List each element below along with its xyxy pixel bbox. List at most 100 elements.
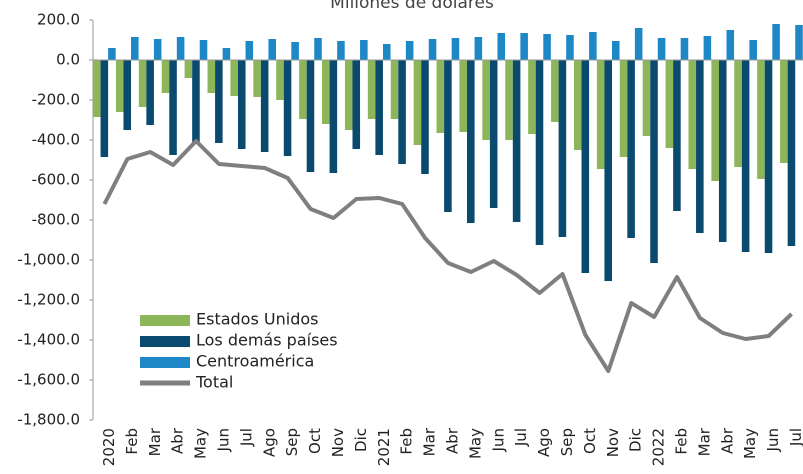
legend-label: Centroamérica — [196, 352, 314, 371]
bar — [382, 44, 391, 60]
bar — [398, 60, 406, 164]
x-tick-label: Abr — [444, 427, 462, 454]
bar — [749, 40, 757, 60]
x-tick-label: May — [741, 428, 759, 459]
line — [102, 139, 793, 373]
x-tick-label: 2021 — [375, 428, 393, 466]
y-tick-label: -1,000.0 — [17, 251, 80, 269]
legend-label: Estados Unidos — [196, 310, 318, 329]
bar — [673, 60, 681, 211]
bar — [131, 37, 139, 60]
bar — [611, 41, 620, 60]
bar — [360, 40, 368, 60]
bar — [764, 60, 773, 253]
bar — [634, 28, 643, 60]
bar — [436, 60, 445, 133]
y-tick-label: -1,400.0 — [17, 331, 80, 349]
bar — [405, 41, 414, 60]
x-tick-label: Mar — [421, 427, 439, 456]
bar — [390, 60, 399, 119]
bar — [489, 60, 498, 208]
bar — [505, 60, 513, 140]
bar — [413, 60, 422, 145]
bar — [718, 60, 727, 242]
x-tick-label: Jun — [489, 428, 507, 452]
legend-label: Total — [195, 373, 233, 392]
bar — [169, 60, 177, 155]
bar — [115, 60, 124, 112]
bar — [734, 60, 742, 167]
bar — [329, 60, 338, 173]
bar — [123, 60, 132, 130]
x-tick-label: May — [192, 428, 210, 459]
bar — [207, 60, 216, 93]
y-tick-label: -600.0 — [32, 171, 80, 189]
bar — [146, 60, 154, 125]
x-tick-label: Dic — [627, 428, 645, 452]
bar — [314, 38, 322, 60]
x-tick-label: Nov — [329, 428, 347, 457]
legend-swatch — [140, 315, 190, 326]
x-tick-label: Ago — [535, 428, 553, 457]
bar — [795, 25, 803, 60]
bar — [543, 34, 551, 60]
bar — [375, 60, 383, 155]
x-tick-label: 2022 — [650, 428, 668, 466]
bar — [512, 60, 521, 222]
bar — [520, 33, 528, 60]
bar — [291, 42, 299, 60]
x-tick-label: Oct — [306, 428, 324, 454]
bar — [268, 39, 276, 60]
x-tick-label: Jun — [214, 428, 232, 452]
bar — [741, 60, 750, 252]
bar — [199, 40, 208, 60]
bar — [176, 37, 185, 60]
bar — [222, 48, 231, 60]
bar — [558, 60, 567, 237]
bar — [276, 60, 284, 100]
x-tick-label: Feb — [673, 428, 691, 455]
bar — [726, 30, 735, 60]
bar — [619, 60, 628, 157]
bar — [642, 60, 651, 136]
bar — [444, 60, 452, 212]
bar — [100, 60, 109, 157]
bar — [757, 60, 765, 179]
bar — [688, 60, 697, 169]
bar — [428, 39, 437, 60]
bar — [245, 41, 254, 60]
bar — [451, 38, 460, 60]
bar — [322, 60, 330, 124]
x-tick-label: 2020 — [100, 428, 118, 466]
bar — [650, 60, 658, 263]
x-tick-label: Nov — [604, 428, 622, 457]
bar — [299, 60, 307, 119]
legend-label: Los demás países — [196, 331, 338, 350]
bar — [93, 60, 101, 117]
bar — [306, 60, 315, 172]
bar — [573, 60, 582, 150]
bar — [260, 60, 269, 152]
bar — [421, 60, 429, 174]
chart-title: Millones de dólares — [330, 0, 494, 13]
bar — [665, 60, 674, 148]
bar — [108, 48, 116, 60]
bar — [787, 60, 796, 246]
x-tick-label: Jul — [237, 428, 255, 447]
x-tick-label: Oct — [581, 428, 599, 454]
bar — [230, 60, 238, 96]
x-tick-label: Jun — [764, 428, 782, 452]
bar — [657, 38, 666, 60]
bar — [703, 36, 712, 60]
bar — [551, 60, 559, 122]
bar — [192, 60, 200, 143]
bar — [627, 60, 635, 238]
bar — [780, 60, 788, 163]
bar — [153, 39, 162, 60]
x-tick-label: Jul — [787, 428, 803, 447]
bar — [367, 60, 376, 119]
bar — [344, 60, 353, 130]
bar — [528, 60, 536, 134]
bar — [467, 60, 475, 223]
bar — [696, 60, 704, 233]
